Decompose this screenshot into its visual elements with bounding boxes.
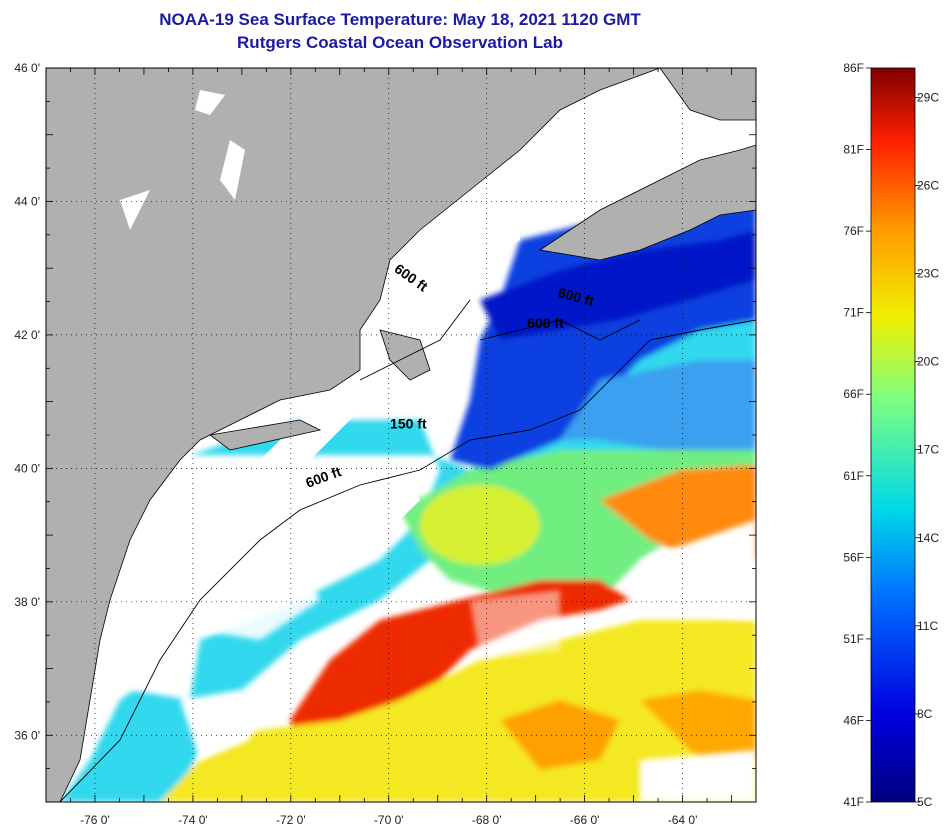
colorbar-f-label: 71F [843,306,864,320]
colorbar-f-label: 51F [843,632,864,646]
map-subtitle: Rutgers Coastal Ocean Observation Lab [237,33,563,52]
colorbar-c-label: 26C [917,178,939,192]
map-title: NOAA-19 Sea Surface Temperature: May 18,… [159,10,641,29]
lat-tick-label: 40 0' [14,461,40,475]
lon-tick-label: -76 0' [80,813,110,827]
colorbar-f-label: 81F [843,143,864,157]
lat-tick-label: 42 0' [14,328,40,342]
lon-tick-label: -70 0' [374,813,404,827]
colorbar-f-label: 61F [843,469,864,483]
lon-tick-label: -68 0' [472,813,502,827]
colorbar-c-label: 11C [917,619,938,633]
colorbar-f-label: 86F [843,61,864,75]
colorbar-c-label: 14C [917,531,939,545]
colorbar-f-label: 66F [843,387,864,401]
colorbar-c-label: 23C [917,267,939,281]
colorbar: 86F 81F 76F 71F 66F 61F 56F 51F 46F 41F 29C 26C 23C… [843,61,939,809]
lat-tick-label: 44 0' [14,194,40,208]
colorbar-f-label: 46F [843,713,864,727]
lat-tick-label: 38 0' [14,595,40,609]
lon-tick-label: -74 0' [178,813,208,827]
lon-tick-label: -72 0' [276,813,306,827]
contour-label: 600 ft [527,315,564,331]
colorbar-c-label: 20C [917,355,939,369]
colorbar-f-label: 41F [843,795,864,809]
colorbar-fahrenheit-labels: 86F 81F 76F 71F 66F 61F 56F 51F 46F 41F [843,61,871,809]
colorbar-c-label: 5C [917,795,933,809]
lat-tick-label: 36 0' [14,728,40,742]
contour-label: 150 ft [390,415,427,431]
map-frame [45,67,757,803]
colorbar-c-label: 29C [917,90,939,104]
latitude-labels: 46 0' 44 0' 42 0' 40 0' 38 0' 36 0' [14,61,40,742]
colorbar-c-label: 8C [917,707,933,721]
colorbar-gradient [870,67,916,803]
colorbar-f-label: 56F [843,550,864,564]
axis-ticks [45,67,757,803]
colorbar-c-label: 17C [917,443,939,457]
lon-tick-label: -64 0' [668,813,698,827]
longitude-labels: -76 0' -74 0' -72 0' -70 0' -68 0' -66 0' -64 … [80,813,697,827]
colorbar-celsius-labels: 29C 26C 23C 20C 17C 14C 11C 8C 5C [915,90,939,809]
colorbar-f-label: 76F [843,224,864,238]
lat-tick-label: 46 0' [14,61,40,75]
sst-image [46,68,756,802]
lon-tick-label: -66 0' [570,813,600,827]
